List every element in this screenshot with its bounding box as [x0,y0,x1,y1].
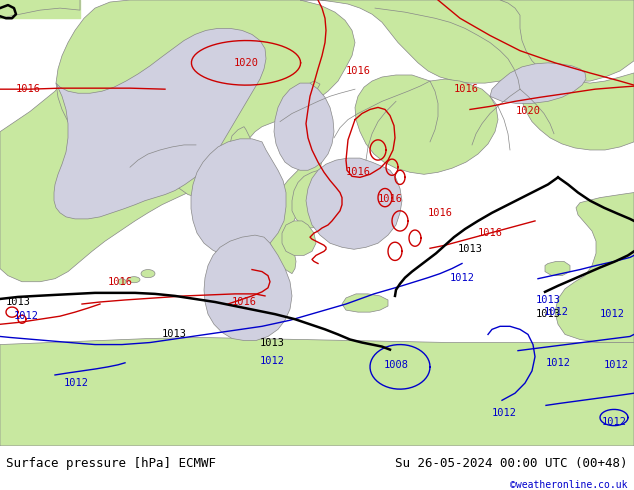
Text: 1008: 1008 [384,360,408,370]
Polygon shape [355,75,498,174]
Text: 1012: 1012 [491,409,517,418]
Text: 1016: 1016 [453,84,479,94]
Polygon shape [500,0,634,81]
Polygon shape [0,338,634,446]
Polygon shape [490,63,586,103]
Text: 1012: 1012 [604,360,628,370]
Text: 1013: 1013 [6,297,30,307]
Polygon shape [258,237,275,269]
Text: 1016: 1016 [15,84,41,94]
Text: 1012: 1012 [600,309,624,319]
Polygon shape [128,277,140,283]
Polygon shape [274,83,334,170]
Polygon shape [0,20,265,282]
Polygon shape [191,139,286,257]
Text: ©weatheronline.co.uk: ©weatheronline.co.uk [510,480,628,490]
Polygon shape [545,262,570,276]
Polygon shape [520,73,634,150]
Polygon shape [292,169,348,228]
Text: Su 26-05-2024 00:00 UTC (00+48): Su 26-05-2024 00:00 UTC (00+48) [395,457,628,470]
Polygon shape [555,193,634,343]
Text: 1012: 1012 [602,416,626,427]
Polygon shape [306,158,402,249]
Text: Surface pressure [hPa] ECMWF: Surface pressure [hPa] ECMWF [6,457,216,470]
Text: 1016: 1016 [427,208,453,218]
Polygon shape [193,177,226,229]
Polygon shape [118,279,126,285]
Polygon shape [300,0,562,83]
Text: 1020: 1020 [233,58,259,68]
Polygon shape [204,235,292,341]
Text: 1012: 1012 [259,356,285,366]
Text: 1012: 1012 [545,358,571,368]
Polygon shape [282,221,316,255]
Polygon shape [342,294,388,312]
Text: 1013: 1013 [458,245,482,254]
Polygon shape [54,28,266,219]
Polygon shape [141,270,155,278]
Text: 1012: 1012 [543,307,569,317]
Polygon shape [56,0,355,197]
Text: 1016: 1016 [477,228,503,238]
Polygon shape [230,127,252,162]
Text: 1013: 1013 [259,338,285,347]
Text: 1016: 1016 [346,167,370,177]
Text: 1020: 1020 [515,106,541,117]
Text: 1016: 1016 [231,297,257,307]
Text: 1012: 1012 [450,272,474,283]
Text: 1013: 1013 [162,329,186,340]
Text: 1016: 1016 [346,66,370,76]
Text: 1012: 1012 [63,378,89,388]
Text: 1016: 1016 [377,194,403,204]
Text: 1013: 1013 [536,309,560,319]
Text: 1013: 1013 [536,295,560,305]
Polygon shape [268,81,323,273]
Text: 1016: 1016 [108,277,133,287]
Text: 1012: 1012 [13,311,39,321]
Polygon shape [218,276,268,318]
